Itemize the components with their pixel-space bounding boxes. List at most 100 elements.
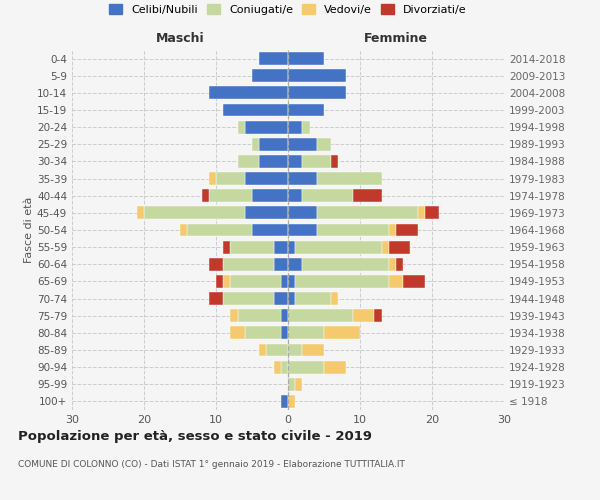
Bar: [295, 378, 302, 390]
Bar: [295, 240, 382, 254]
Bar: [418, 206, 425, 220]
Bar: [425, 206, 439, 220]
Bar: [288, 190, 302, 202]
Bar: [230, 310, 238, 322]
Bar: [209, 292, 223, 305]
Bar: [216, 172, 245, 185]
Bar: [274, 292, 288, 305]
Bar: [288, 292, 295, 305]
Bar: [389, 224, 396, 236]
Bar: [389, 275, 403, 288]
Bar: [259, 155, 288, 168]
Bar: [274, 258, 288, 270]
Bar: [295, 292, 331, 305]
Bar: [281, 326, 288, 340]
Bar: [238, 155, 259, 168]
Bar: [288, 70, 346, 82]
Text: Maschi: Maschi: [155, 32, 205, 45]
Bar: [288, 258, 302, 270]
Bar: [209, 258, 223, 270]
Bar: [317, 138, 331, 150]
Bar: [245, 206, 288, 220]
Bar: [245, 172, 288, 185]
Bar: [209, 190, 252, 202]
Bar: [216, 275, 223, 288]
Bar: [288, 360, 324, 374]
Y-axis label: Fasce di età: Fasce di età: [24, 197, 34, 263]
Bar: [202, 190, 209, 202]
Bar: [238, 310, 281, 322]
Bar: [266, 344, 288, 356]
Bar: [288, 240, 295, 254]
Bar: [230, 275, 281, 288]
Bar: [331, 155, 338, 168]
Bar: [281, 395, 288, 408]
Bar: [209, 172, 216, 185]
Bar: [403, 275, 425, 288]
Bar: [223, 104, 288, 117]
Bar: [353, 310, 374, 322]
Bar: [288, 378, 295, 390]
Bar: [288, 224, 317, 236]
Bar: [223, 240, 230, 254]
Bar: [288, 172, 317, 185]
Bar: [245, 120, 288, 134]
Bar: [317, 172, 382, 185]
Text: Popolazione per età, sesso e stato civile - 2019: Popolazione per età, sesso e stato civil…: [18, 430, 372, 443]
Bar: [252, 70, 288, 82]
Bar: [252, 224, 288, 236]
Bar: [245, 326, 281, 340]
Bar: [389, 258, 396, 270]
Bar: [281, 360, 288, 374]
Bar: [288, 275, 295, 288]
Bar: [288, 120, 302, 134]
Bar: [259, 138, 288, 150]
Bar: [295, 275, 389, 288]
Bar: [288, 104, 324, 117]
Bar: [374, 310, 382, 322]
Bar: [288, 310, 353, 322]
Bar: [324, 326, 360, 340]
Bar: [317, 206, 418, 220]
Bar: [317, 224, 389, 236]
Bar: [353, 190, 382, 202]
Bar: [274, 240, 288, 254]
Bar: [274, 360, 281, 374]
Bar: [288, 52, 324, 65]
Bar: [331, 292, 338, 305]
Bar: [302, 155, 331, 168]
Bar: [281, 275, 288, 288]
Bar: [396, 224, 418, 236]
Bar: [288, 155, 302, 168]
Bar: [238, 120, 245, 134]
Bar: [288, 206, 317, 220]
Bar: [288, 138, 317, 150]
Bar: [302, 190, 353, 202]
Bar: [230, 240, 274, 254]
Bar: [389, 240, 410, 254]
Bar: [137, 206, 144, 220]
Bar: [252, 138, 259, 150]
Bar: [223, 292, 274, 305]
Text: Femmine: Femmine: [364, 32, 428, 45]
Bar: [288, 344, 302, 356]
Bar: [259, 52, 288, 65]
Bar: [281, 310, 288, 322]
Bar: [252, 190, 288, 202]
Bar: [259, 344, 266, 356]
Bar: [324, 360, 346, 374]
Bar: [288, 86, 346, 100]
Bar: [302, 258, 389, 270]
Bar: [180, 224, 187, 236]
Bar: [288, 395, 295, 408]
Bar: [382, 240, 389, 254]
Bar: [288, 326, 324, 340]
Bar: [302, 120, 310, 134]
Bar: [209, 86, 288, 100]
Text: COMUNE DI COLONNO (CO) - Dati ISTAT 1° gennaio 2019 - Elaborazione TUTTITALIA.IT: COMUNE DI COLONNO (CO) - Dati ISTAT 1° g…: [18, 460, 405, 469]
Bar: [187, 224, 252, 236]
Bar: [223, 275, 230, 288]
Bar: [223, 258, 274, 270]
Bar: [230, 326, 245, 340]
Bar: [302, 344, 324, 356]
